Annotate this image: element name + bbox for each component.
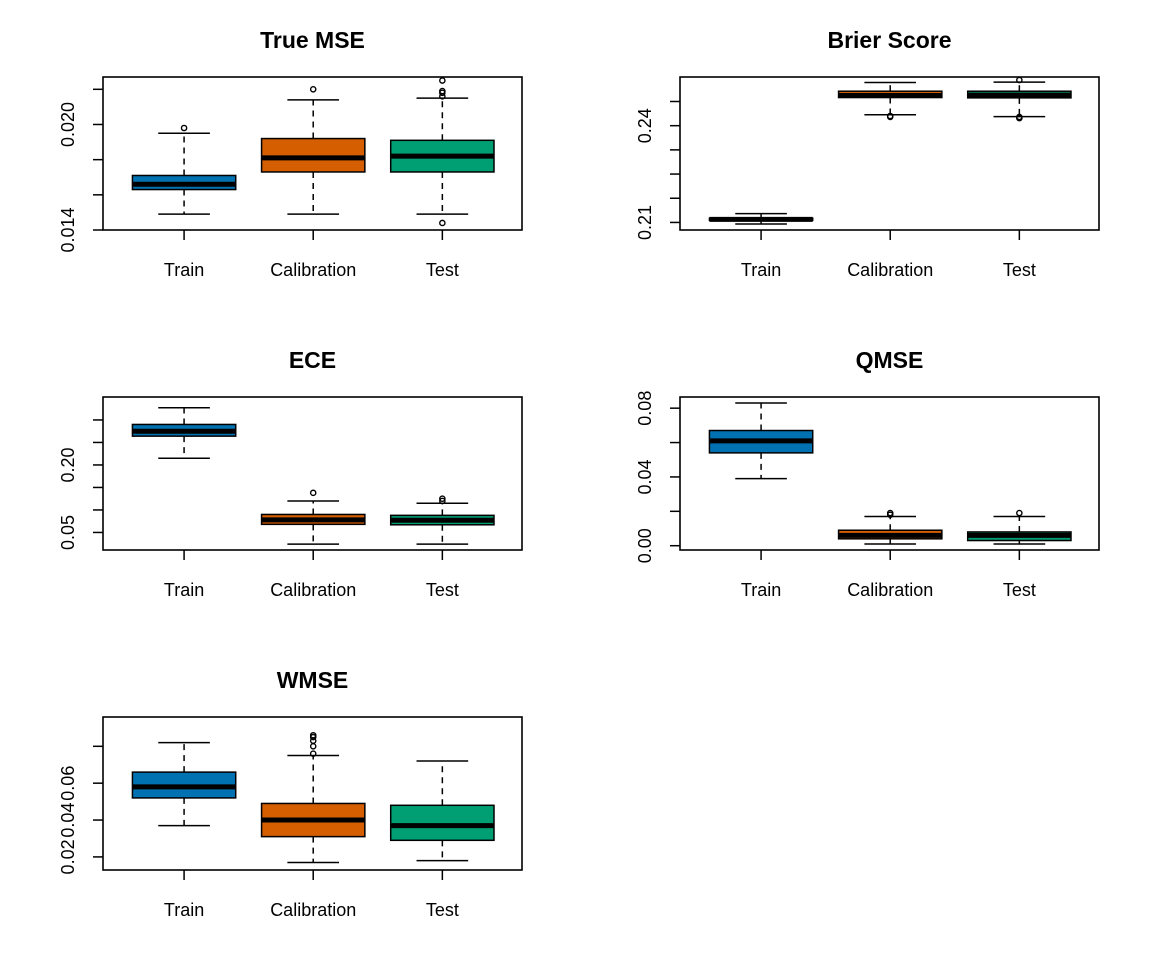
outlier-point xyxy=(439,497,446,505)
x-tick-label: Train xyxy=(741,580,781,600)
outlier-point xyxy=(439,219,446,227)
box-calibration xyxy=(837,509,943,545)
outlier-point xyxy=(886,112,894,120)
chart-title: WMSE xyxy=(277,667,349,693)
x-tick-label: Train xyxy=(164,580,204,600)
chart-title: Brier Score xyxy=(827,27,951,53)
boxplot-panel-wmse: WMSE 0.020.040.06 Train Calibration Test xyxy=(58,667,523,920)
box-test xyxy=(966,509,1072,545)
boxplot-panel-true-mse: True MSE 0.014 0.020 Train Calibration Test xyxy=(58,27,523,280)
x-tick-label: Test xyxy=(426,260,459,280)
boxplot-panel-ece: ECE 0.05 0.20 Train Calibration Test xyxy=(58,347,523,600)
y-tick-label: 0.05 xyxy=(58,515,78,550)
chart-title: True MSE xyxy=(260,27,365,53)
x-tick-label: Train xyxy=(741,260,781,280)
outlier-point xyxy=(886,509,894,517)
y-tick-label: 0.014 xyxy=(58,207,78,252)
x-tick-label: Calibration xyxy=(847,580,933,600)
y-tick-label: 0.04 xyxy=(635,459,655,494)
box-train xyxy=(131,124,237,215)
box-test xyxy=(389,77,495,227)
outlier-point xyxy=(439,77,446,84)
outlier-point xyxy=(1016,76,1023,84)
chart-title: ECE xyxy=(289,347,336,373)
y-tick-label: 0.08 xyxy=(635,391,655,426)
outlier-point xyxy=(309,489,317,497)
outlier-point xyxy=(1016,509,1023,517)
y-tick-label: 0.24 xyxy=(635,108,655,143)
box-train xyxy=(708,402,814,480)
outlier-point xyxy=(309,86,317,93)
x-tick-label: Calibration xyxy=(270,580,356,600)
x-tick-label: Test xyxy=(426,900,459,920)
box-train xyxy=(708,212,814,225)
box-test xyxy=(389,495,495,545)
y-tick-label: 0.04 xyxy=(58,803,78,838)
x-tick-label: Calibration xyxy=(847,260,933,280)
y-tick-label: 0.06 xyxy=(58,766,78,801)
chart-title: QMSE xyxy=(856,347,924,373)
outlier-point xyxy=(439,495,446,503)
outlier-point xyxy=(309,731,317,739)
box-train xyxy=(131,407,237,459)
box-iqr xyxy=(389,804,495,842)
x-tick-label: Test xyxy=(1003,580,1036,600)
box-iqr xyxy=(260,137,366,173)
box-train xyxy=(131,741,237,827)
outlier-point xyxy=(309,743,317,750)
y-tick-label: 0.00 xyxy=(635,528,655,563)
box-calibration xyxy=(260,86,366,215)
y-tick-label: 0.21 xyxy=(635,205,655,240)
outlier-point xyxy=(439,87,446,95)
box-calibration xyxy=(260,731,366,864)
box-calibration xyxy=(837,81,943,121)
outlier-point xyxy=(180,124,188,132)
y-tick-label: 0.20 xyxy=(58,447,78,482)
box-calibration xyxy=(260,489,366,545)
boxplot-panel-qmse: QMSE 0.00 0.04 0.08 Train Calibration Test xyxy=(635,347,1100,600)
x-tick-label: Calibration xyxy=(270,260,356,280)
x-tick-label: Test xyxy=(426,580,459,600)
x-tick-label: Calibration xyxy=(270,900,356,920)
outlier-point xyxy=(309,750,317,757)
y-tick-label: 0.020 xyxy=(58,102,78,147)
x-tick-label: Train xyxy=(164,260,204,280)
x-tick-label: Train xyxy=(164,900,204,920)
box-test xyxy=(966,76,1072,122)
outlier-point xyxy=(1016,113,1023,121)
box-test xyxy=(389,760,495,862)
boxplot-panel-brier-score: Brier Score 0.21 0.24 Train Calibration Test xyxy=(635,27,1100,280)
y-tick-label: 0.02 xyxy=(58,839,78,874)
x-tick-label: Test xyxy=(1003,260,1036,280)
